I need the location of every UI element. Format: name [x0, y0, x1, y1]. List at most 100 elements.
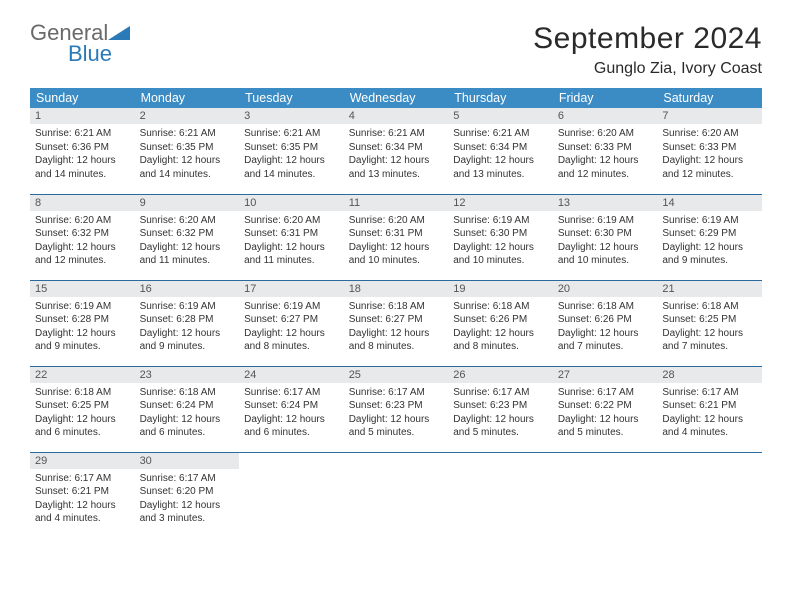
- day-info: Sunrise: 6:17 AMSunset: 6:23 PMDaylight:…: [344, 383, 449, 442]
- weekday-header: Tuesday: [239, 88, 344, 108]
- day-info: Sunrise: 6:17 AMSunset: 6:21 PMDaylight:…: [657, 383, 762, 442]
- calendar-table: Sunday Monday Tuesday Wednesday Thursday…: [30, 88, 762, 538]
- day-info: Sunrise: 6:18 AMSunset: 6:27 PMDaylight:…: [344, 297, 449, 356]
- weekday-header: Wednesday: [344, 88, 449, 108]
- day-number: 19: [448, 281, 553, 297]
- day-number: 2: [135, 108, 240, 124]
- weekday-header-row: Sunday Monday Tuesday Wednesday Thursday…: [30, 88, 762, 108]
- day-number: 17: [239, 281, 344, 297]
- day-info: Sunrise: 6:20 AMSunset: 6:32 PMDaylight:…: [135, 211, 240, 270]
- calendar-day-cell: 26Sunrise: 6:17 AMSunset: 6:23 PMDayligh…: [448, 366, 553, 452]
- day-number: 21: [657, 281, 762, 297]
- day-info: Sunrise: 6:18 AMSunset: 6:26 PMDaylight:…: [553, 297, 658, 356]
- day-info: Sunrise: 6:20 AMSunset: 6:31 PMDaylight:…: [239, 211, 344, 270]
- calendar-day-cell: 15Sunrise: 6:19 AMSunset: 6:28 PMDayligh…: [30, 280, 135, 366]
- day-info: Sunrise: 6:18 AMSunset: 6:26 PMDaylight:…: [448, 297, 553, 356]
- calendar-day-cell: 3Sunrise: 6:21 AMSunset: 6:35 PMDaylight…: [239, 108, 344, 194]
- calendar-day-cell: 8Sunrise: 6:20 AMSunset: 6:32 PMDaylight…: [30, 194, 135, 280]
- calendar-day-cell: 23Sunrise: 6:18 AMSunset: 6:24 PMDayligh…: [135, 366, 240, 452]
- calendar-day-cell: 22Sunrise: 6:18 AMSunset: 6:25 PMDayligh…: [30, 366, 135, 452]
- weekday-header: Thursday: [448, 88, 553, 108]
- day-number: 12: [448, 195, 553, 211]
- calendar-day-cell: [553, 452, 658, 538]
- calendar-week-row: 29Sunrise: 6:17 AMSunset: 6:21 PMDayligh…: [30, 452, 762, 538]
- day-info: Sunrise: 6:20 AMSunset: 6:33 PMDaylight:…: [553, 124, 658, 183]
- location: Gunglo Zia, Ivory Coast: [533, 60, 762, 78]
- weekday-header: Friday: [553, 88, 658, 108]
- calendar-day-cell: 17Sunrise: 6:19 AMSunset: 6:27 PMDayligh…: [239, 280, 344, 366]
- day-number: 1: [30, 108, 135, 124]
- calendar-day-cell: 27Sunrise: 6:17 AMSunset: 6:22 PMDayligh…: [553, 366, 658, 452]
- calendar-day-cell: 28Sunrise: 6:17 AMSunset: 6:21 PMDayligh…: [657, 366, 762, 452]
- day-number: 8: [30, 195, 135, 211]
- day-number: 16: [135, 281, 240, 297]
- calendar-day-cell: 11Sunrise: 6:20 AMSunset: 6:31 PMDayligh…: [344, 194, 449, 280]
- day-info: Sunrise: 6:20 AMSunset: 6:32 PMDaylight:…: [30, 211, 135, 270]
- day-info: Sunrise: 6:20 AMSunset: 6:33 PMDaylight:…: [657, 124, 762, 183]
- calendar-day-cell: 24Sunrise: 6:17 AMSunset: 6:24 PMDayligh…: [239, 366, 344, 452]
- day-number: 27: [553, 367, 658, 383]
- calendar-day-cell: 9Sunrise: 6:20 AMSunset: 6:32 PMDaylight…: [135, 194, 240, 280]
- calendar-day-cell: 16Sunrise: 6:19 AMSunset: 6:28 PMDayligh…: [135, 280, 240, 366]
- calendar-day-cell: [344, 452, 449, 538]
- calendar-day-cell: 20Sunrise: 6:18 AMSunset: 6:26 PMDayligh…: [553, 280, 658, 366]
- day-number: 11: [344, 195, 449, 211]
- calendar-day-cell: 13Sunrise: 6:19 AMSunset: 6:30 PMDayligh…: [553, 194, 658, 280]
- calendar-day-cell: 19Sunrise: 6:18 AMSunset: 6:26 PMDayligh…: [448, 280, 553, 366]
- day-number: 9: [135, 195, 240, 211]
- day-number: 29: [30, 453, 135, 469]
- day-info: Sunrise: 6:17 AMSunset: 6:24 PMDaylight:…: [239, 383, 344, 442]
- day-info: Sunrise: 6:17 AMSunset: 6:23 PMDaylight:…: [448, 383, 553, 442]
- calendar-day-cell: [657, 452, 762, 538]
- day-number: 5: [448, 108, 553, 124]
- day-info: Sunrise: 6:19 AMSunset: 6:30 PMDaylight:…: [448, 211, 553, 270]
- calendar-week-row: 8Sunrise: 6:20 AMSunset: 6:32 PMDaylight…: [30, 194, 762, 280]
- day-number: 10: [239, 195, 344, 211]
- day-info: Sunrise: 6:18 AMSunset: 6:25 PMDaylight:…: [657, 297, 762, 356]
- calendar-week-row: 15Sunrise: 6:19 AMSunset: 6:28 PMDayligh…: [30, 280, 762, 366]
- day-number: 26: [448, 367, 553, 383]
- calendar-day-cell: 10Sunrise: 6:20 AMSunset: 6:31 PMDayligh…: [239, 194, 344, 280]
- logo-triangle-icon: [108, 24, 134, 47]
- calendar-week-row: 1Sunrise: 6:21 AMSunset: 6:36 PMDaylight…: [30, 108, 762, 194]
- day-number: 30: [135, 453, 240, 469]
- calendar-day-cell: 30Sunrise: 6:17 AMSunset: 6:20 PMDayligh…: [135, 452, 240, 538]
- calendar-day-cell: 21Sunrise: 6:18 AMSunset: 6:25 PMDayligh…: [657, 280, 762, 366]
- day-number: 25: [344, 367, 449, 383]
- day-number: 7: [657, 108, 762, 124]
- calendar-day-cell: 2Sunrise: 6:21 AMSunset: 6:35 PMDaylight…: [135, 108, 240, 194]
- day-info: Sunrise: 6:19 AMSunset: 6:27 PMDaylight:…: [239, 297, 344, 356]
- day-info: Sunrise: 6:18 AMSunset: 6:24 PMDaylight:…: [135, 383, 240, 442]
- day-number: 18: [344, 281, 449, 297]
- day-info: Sunrise: 6:17 AMSunset: 6:20 PMDaylight:…: [135, 469, 240, 528]
- month-title: September 2024: [533, 22, 762, 56]
- day-info: Sunrise: 6:19 AMSunset: 6:28 PMDaylight:…: [135, 297, 240, 356]
- day-number: 14: [657, 195, 762, 211]
- day-number: 23: [135, 367, 240, 383]
- day-info: Sunrise: 6:21 AMSunset: 6:34 PMDaylight:…: [344, 124, 449, 183]
- day-number: 24: [239, 367, 344, 383]
- calendar-week-row: 22Sunrise: 6:18 AMSunset: 6:25 PMDayligh…: [30, 366, 762, 452]
- day-number: 13: [553, 195, 658, 211]
- weekday-header: Saturday: [657, 88, 762, 108]
- calendar-day-cell: [448, 452, 553, 538]
- day-number: 28: [657, 367, 762, 383]
- header: General Blue September 2024 Gunglo Zia, …: [30, 22, 762, 78]
- calendar-day-cell: 6Sunrise: 6:20 AMSunset: 6:33 PMDaylight…: [553, 108, 658, 194]
- logo: General Blue: [30, 22, 134, 65]
- day-number: 20: [553, 281, 658, 297]
- calendar-day-cell: 5Sunrise: 6:21 AMSunset: 6:34 PMDaylight…: [448, 108, 553, 194]
- day-number: 15: [30, 281, 135, 297]
- day-info: Sunrise: 6:21 AMSunset: 6:36 PMDaylight:…: [30, 124, 135, 183]
- calendar-day-cell: 4Sunrise: 6:21 AMSunset: 6:34 PMDaylight…: [344, 108, 449, 194]
- calendar-day-cell: 29Sunrise: 6:17 AMSunset: 6:21 PMDayligh…: [30, 452, 135, 538]
- day-info: Sunrise: 6:21 AMSunset: 6:35 PMDaylight:…: [239, 124, 344, 183]
- day-number: 22: [30, 367, 135, 383]
- day-info: Sunrise: 6:17 AMSunset: 6:22 PMDaylight:…: [553, 383, 658, 442]
- calendar-day-cell: 18Sunrise: 6:18 AMSunset: 6:27 PMDayligh…: [344, 280, 449, 366]
- day-number: 4: [344, 108, 449, 124]
- day-number: 3: [239, 108, 344, 124]
- day-info: Sunrise: 6:17 AMSunset: 6:21 PMDaylight:…: [30, 469, 135, 528]
- calendar-day-cell: 25Sunrise: 6:17 AMSunset: 6:23 PMDayligh…: [344, 366, 449, 452]
- day-info: Sunrise: 6:21 AMSunset: 6:34 PMDaylight:…: [448, 124, 553, 183]
